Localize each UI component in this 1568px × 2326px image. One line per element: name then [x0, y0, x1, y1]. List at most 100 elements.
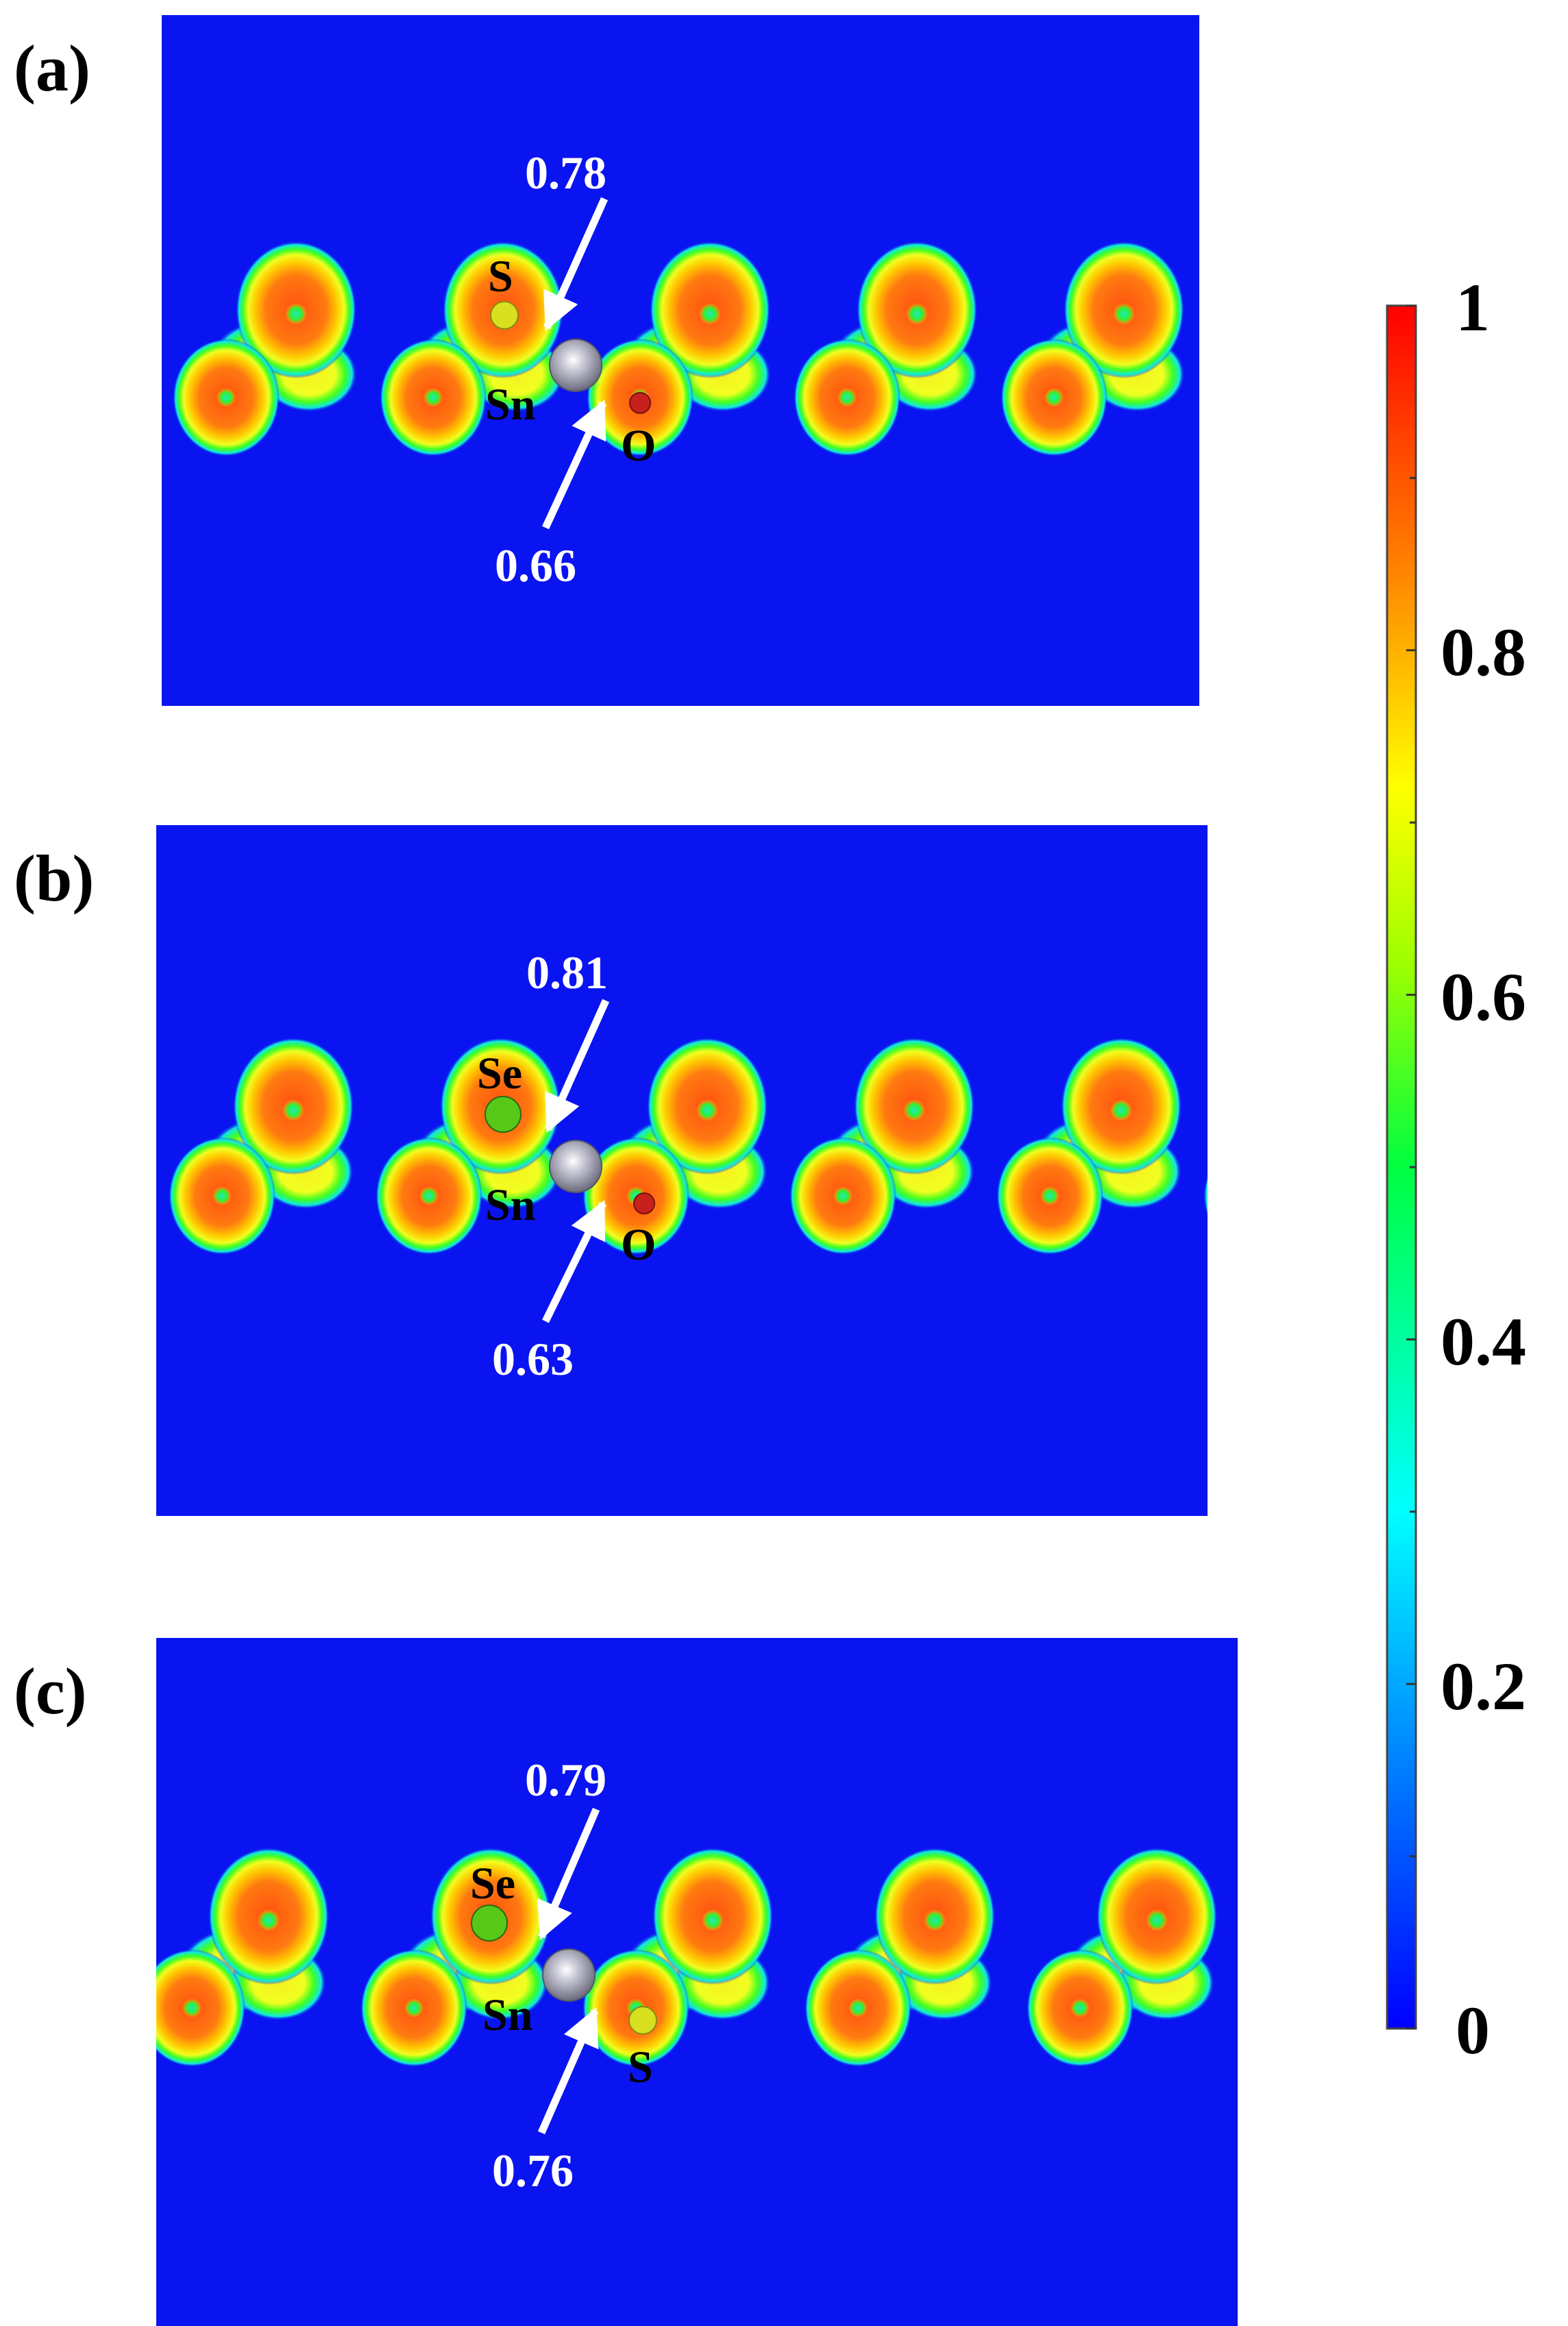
elf-lobe-lower [0, 1949, 23, 2067]
elf-core-upper [285, 303, 307, 325]
elf-lobe-lower [1203, 1173, 1208, 1219]
arrow-top-a [543, 197, 609, 332]
elf-bridge [1296, 336, 1392, 412]
elf-bridge [0, 1116, 130, 1201]
elf-core-upper [75, 1099, 97, 1121]
colorbar: 1 0.8 0.6 0.4 0.2 0 [1386, 269, 1526, 2068]
elf-core-upper [1113, 303, 1135, 325]
elf-core-lower [1251, 388, 1271, 407]
atom-label-center-b: Sn [485, 1180, 535, 1230]
elf-lobe-lower [1249, 1949, 1356, 2067]
elf-core-upper [1320, 303, 1342, 325]
arrow-bottom-a [542, 400, 607, 530]
panel-letter-c: (c) [14, 1654, 87, 1728]
atom-lower-b [633, 1192, 655, 1214]
atom-upper-a [490, 301, 519, 330]
elf-lobe-upper [29, 241, 149, 378]
arrow-top-c [537, 1807, 600, 1941]
value-top-a: 0.78 [525, 147, 607, 199]
elf-core-lower [837, 388, 857, 407]
atom-lower-a [629, 392, 651, 414]
elf-bridge [1241, 1116, 1371, 1201]
value-bottom-a: 0.66 [495, 539, 576, 591]
elf-core-upper [924, 1909, 946, 1931]
panel-a: (a) S Sn O 0.78 0.66 [0, 15, 1392, 706]
elf-core-upper [699, 303, 721, 325]
atom-upper-b [485, 1096, 522, 1133]
elf-core-lower [1044, 388, 1064, 407]
panel-letter-a: (a) [14, 32, 90, 105]
elf-bridge [3, 318, 133, 403]
elf-core-upper [1146, 1909, 1168, 1931]
value-bottom-c: 0.76 [492, 2144, 574, 2196]
sn-atom-c [542, 1948, 596, 2002]
elf-core-lower [10, 388, 29, 407]
elf-map-c [0, 1848, 1439, 2067]
elf-lobe-upper [1319, 1848, 1439, 1985]
atom-label-lower-b: O [621, 1220, 656, 1270]
elf-core-upper [282, 1099, 304, 1121]
elf-core-upper [903, 1099, 925, 1121]
elf-core-lower [1070, 1998, 1090, 2018]
elf-lobe-lower [1208, 339, 1314, 456]
elf-core-lower [404, 1998, 424, 2018]
elf-lobe-upper [1271, 241, 1391, 378]
elf-core-upper [36, 1909, 58, 1931]
arrow-top-b [544, 999, 610, 1134]
value-bottom-b: 0.63 [492, 1333, 574, 1385]
atom-label-lower-a: O [621, 421, 656, 471]
elf-lobe-lower [0, 1137, 69, 1255]
atom-label-center-c: Sn [482, 1990, 532, 2040]
elf-lobe-upper [1268, 1038, 1388, 1175]
colorbar-label-0-2: 0.2 [1441, 1648, 1526, 1724]
elf-core-upper [1317, 1099, 1339, 1121]
elf-core-upper [702, 1909, 724, 1931]
elf-map-b [0, 1038, 1388, 1255]
panel-c: (c) Se Sn S 0.79 0.76 [0, 1638, 1439, 2326]
elf-bridge [8, 1945, 104, 2020]
arrow-bottom-c [537, 2007, 599, 2135]
sn-atom-a [549, 339, 602, 392]
atom-label-upper-a: S [488, 252, 513, 302]
elf-bridge [1293, 1134, 1388, 1210]
elf-core-upper [906, 303, 928, 325]
elf-core-lower [217, 388, 236, 407]
colorbar-label-0-6: 0.6 [1441, 959, 1526, 1035]
elf-lobe-lower [0, 339, 73, 456]
elf-core-upper [258, 1909, 280, 1931]
panel-letter-b: (b) [14, 842, 94, 915]
atom-lower-c [628, 2006, 657, 2035]
elf-core-upper [696, 1099, 718, 1121]
elf-core-lower [848, 1998, 868, 2018]
elf-core-lower [212, 1186, 232, 1205]
atom-label-upper-b: Se [477, 1049, 522, 1099]
elf-lobe-upper [26, 1038, 147, 1175]
elf-core-upper [78, 303, 100, 325]
elf-core-lower [833, 1186, 853, 1205]
elf-bridge [54, 336, 150, 412]
sn-atom-b [549, 1140, 602, 1193]
elf-core-lower [424, 388, 443, 407]
colorbar-label-0: 0 [1456, 1992, 1490, 2068]
elf-bridge [1245, 318, 1375, 403]
value-top-c: 0.79 [525, 1754, 607, 1806]
elf-core-lower [419, 1186, 439, 1205]
elf-lobe-upper [0, 1848, 107, 1985]
elf-core-lower [182, 1998, 201, 2018]
elf-core-lower [1293, 1998, 1312, 2018]
elf-bridge [51, 1134, 147, 1210]
atom-label-center-a: Sn [485, 380, 535, 430]
arrow-bottom-b [542, 1200, 607, 1323]
colorbar-label-0-4: 0.4 [1441, 1303, 1526, 1380]
elf-bridge [0, 1926, 87, 2011]
elf-map-a [0, 241, 1392, 456]
atom-upper-c [471, 1905, 508, 1942]
atom-label-upper-c: Se [470, 1859, 515, 1909]
colorbar-label-0-8: 0.8 [1441, 614, 1526, 690]
elf-core-lower [1247, 1186, 1266, 1205]
atom-label-lower-c: S [628, 2042, 653, 2092]
colorbar-ticks [1406, 304, 1416, 2030]
elf-core-lower [5, 1186, 25, 1205]
panel-b: (b) Se Sn O 0.81 0.63 [0, 825, 1388, 1516]
